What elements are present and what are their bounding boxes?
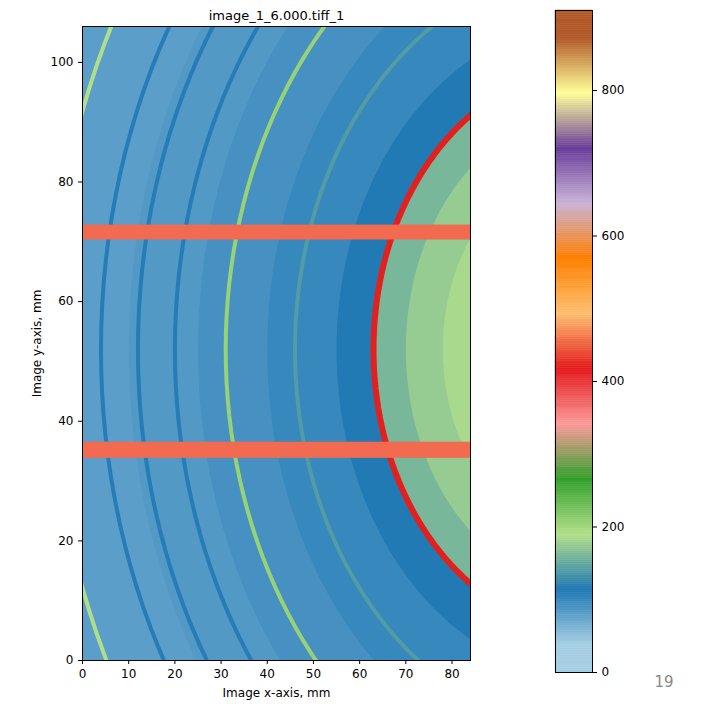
svg-text:80: 80 — [58, 175, 73, 189]
svg-text:40: 40 — [260, 667, 275, 681]
svg-text:70: 70 — [398, 667, 413, 681]
svg-text:60: 60 — [58, 294, 73, 308]
svg-text:Image x-axis, mm: Image x-axis, mm — [223, 686, 331, 700]
svg-text:100: 100 — [51, 55, 74, 69]
svg-text:Image y-axis, mm: Image y-axis, mm — [30, 290, 44, 398]
svg-text:800: 800 — [602, 83, 625, 97]
svg-text:40: 40 — [58, 414, 73, 428]
svg-text:20: 20 — [58, 534, 73, 548]
svg-text:19: 19 — [655, 673, 674, 691]
svg-text:0: 0 — [79, 667, 87, 681]
svg-text:60: 60 — [352, 667, 367, 681]
svg-text:0: 0 — [66, 653, 74, 667]
svg-text:20: 20 — [167, 667, 182, 681]
svg-text:50: 50 — [306, 667, 321, 681]
svg-text:0: 0 — [602, 665, 610, 679]
svg-text:600: 600 — [602, 229, 625, 243]
svg-text:400: 400 — [602, 374, 625, 388]
svg-text:30: 30 — [213, 667, 228, 681]
svg-text:200: 200 — [602, 520, 625, 534]
svg-text:image_1_6.000.tiff_1: image_1_6.000.tiff_1 — [209, 8, 345, 23]
svg-text:10: 10 — [121, 667, 136, 681]
svg-text:80: 80 — [444, 667, 459, 681]
